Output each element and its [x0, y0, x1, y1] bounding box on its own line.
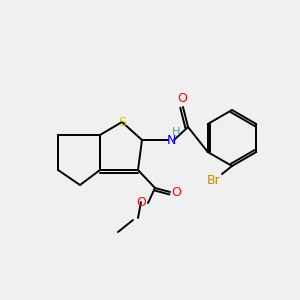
Text: O: O [177, 92, 187, 106]
Text: O: O [136, 196, 146, 208]
Text: H: H [172, 127, 180, 137]
Text: O: O [171, 185, 181, 199]
Text: Br: Br [207, 173, 221, 187]
Text: N: N [166, 134, 176, 146]
Text: S: S [118, 116, 126, 128]
